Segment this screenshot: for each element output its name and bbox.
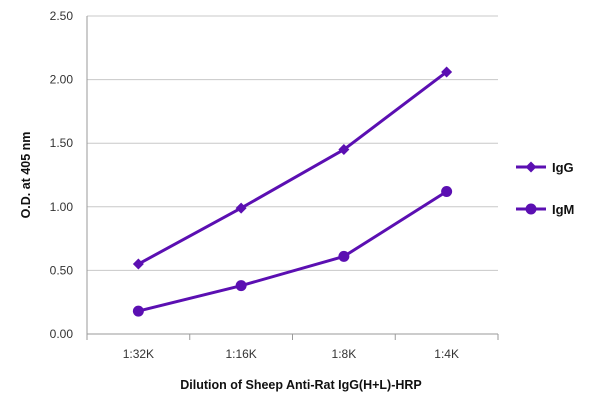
data-point (441, 66, 453, 78)
x-tick-label: 1:32K (123, 347, 154, 361)
legend-marker (525, 161, 537, 173)
data-point (441, 186, 453, 198)
legend-item-igm: IgM (516, 202, 574, 217)
y-tick-label: 0.00 (50, 327, 74, 341)
x-axis-title: Dilution of Sheep Anti-Rat IgG(H+L)-HRP (180, 378, 422, 392)
legend-item-igg: IgG (516, 160, 574, 175)
data-point (338, 250, 350, 262)
data-point (338, 144, 350, 156)
tick-labels: 0.00 0.50 1.00 1.50 2.00 2.50 1:32K 1:16K 1:8K 1:… (50, 9, 459, 361)
y-tick-label: 1.00 (50, 200, 74, 214)
axes (86, 16, 499, 340)
series (132, 66, 453, 317)
y-tick-label: 2.00 (50, 73, 74, 87)
data-point (235, 280, 247, 292)
y-axis-title: O.D. at 405 nm (19, 132, 33, 219)
x-tick-label: 1:16K (225, 347, 256, 361)
data-point (132, 305, 144, 317)
legend: IgG IgM (516, 160, 574, 217)
series-igg (132, 66, 453, 270)
data-point (132, 258, 144, 270)
series-line (137, 70, 448, 266)
data-point (235, 202, 247, 214)
x-tick-label: 1:4K (434, 347, 459, 361)
y-tick-label: 0.50 (50, 263, 74, 277)
series-igm (132, 186, 453, 317)
y-tick-label: 1.50 (50, 136, 74, 150)
y-tick-label: 2.50 (50, 9, 74, 23)
x-tick-label: 1:8K (332, 347, 357, 361)
gridlines (87, 15, 498, 271)
series-line (138, 190, 448, 313)
legend-label: IgG (552, 160, 574, 175)
legend-marker (525, 203, 537, 215)
legend-label: IgM (552, 202, 574, 217)
